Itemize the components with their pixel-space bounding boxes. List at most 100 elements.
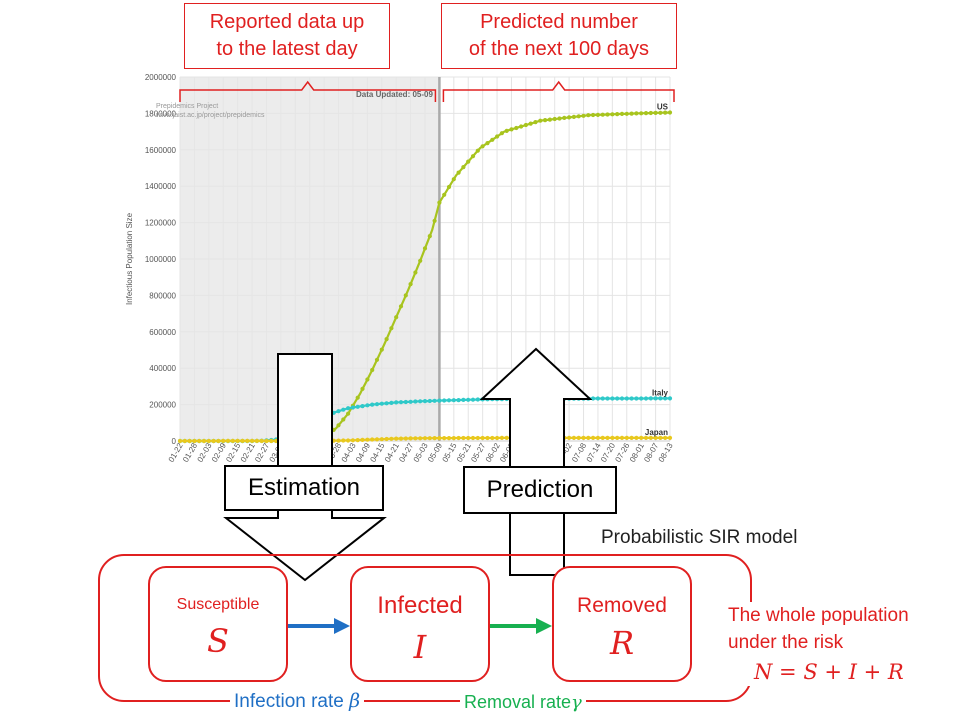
data-point (591, 396, 596, 401)
data-point (658, 435, 663, 440)
data-point (403, 436, 408, 441)
data-point (605, 435, 610, 440)
data-point (370, 437, 375, 442)
data-point (360, 404, 365, 409)
data-point (653, 435, 658, 440)
data-point (370, 402, 375, 407)
data-point (451, 177, 456, 182)
observed-bracket (179, 80, 437, 102)
data-point (576, 435, 581, 440)
watermark-line-2: www.jaist.ac.jp/project/prepidemics (155, 112, 265, 119)
data-point (466, 435, 471, 441)
data-point (667, 435, 673, 440)
data-point (394, 400, 399, 405)
y-tick-label: 1200000 (145, 219, 177, 228)
data-point (230, 438, 235, 443)
data-point (365, 437, 370, 442)
data-point (634, 435, 639, 440)
data-point (643, 435, 649, 440)
data-point (567, 435, 572, 440)
data-point (384, 401, 389, 406)
data-point (403, 399, 408, 405)
data-point (370, 367, 375, 373)
data-point (533, 120, 538, 125)
predicted-line-1: Predicted number (480, 11, 638, 33)
infected-label: Infected (377, 592, 463, 619)
y-tick-label: 2000000 (145, 73, 177, 82)
data-point (595, 396, 600, 401)
data-point (653, 396, 658, 401)
data-point (418, 436, 423, 441)
series-labels: US Italy Japan (645, 102, 669, 436)
data-point (567, 115, 572, 120)
data-point (374, 402, 380, 407)
data-point (571, 435, 576, 440)
data-point (581, 435, 586, 440)
data-point (595, 435, 600, 440)
data-point (667, 110, 673, 115)
data-point (360, 437, 365, 442)
data-point (201, 438, 207, 444)
data-point (557, 116, 562, 121)
data-point (398, 400, 404, 405)
data-point (437, 436, 442, 441)
y-axis-label: Infectious Population Size (125, 212, 134, 305)
data-point (346, 438, 351, 443)
data-point (389, 326, 394, 331)
data-point (422, 246, 428, 251)
data-point (663, 396, 668, 401)
data-point (562, 115, 567, 120)
data-point (442, 436, 447, 441)
data-point (389, 436, 394, 441)
data-point (456, 170, 461, 175)
data-point (495, 435, 500, 441)
data-point (624, 111, 629, 116)
prediction-arrow (480, 347, 592, 576)
y-tick-label: 1600000 (145, 146, 177, 155)
data-point (341, 417, 346, 422)
data-point (504, 128, 509, 133)
data-point (605, 396, 610, 401)
data-point (586, 435, 591, 440)
data-point (466, 397, 471, 402)
data-point (547, 117, 552, 122)
data-point (206, 438, 211, 444)
data-point (250, 438, 255, 443)
data-point (663, 110, 668, 115)
data-point (485, 435, 490, 441)
estimation-label: Estimation (224, 465, 384, 511)
data-point (379, 347, 384, 352)
data-point (336, 409, 341, 414)
data-point (543, 118, 548, 123)
data-point (422, 436, 428, 441)
population-line-1: The whole population (728, 605, 909, 626)
series-label-japan: Japan (645, 428, 668, 437)
data-point (461, 435, 466, 441)
data-point (394, 436, 399, 441)
data-point (634, 111, 639, 116)
data-point (619, 435, 625, 440)
data-point (499, 435, 504, 440)
data-point (475, 397, 480, 402)
model-title: Probabilistic SIR model (598, 527, 801, 549)
y-tick-label: 600000 (149, 328, 176, 337)
data-point (667, 396, 673, 401)
infection-chart: 0 200000 400000 600000 800000 1000000 1200000 1… (125, 73, 675, 464)
infection-rate-text: Infection rate (234, 691, 344, 712)
data-point (571, 114, 576, 119)
data-point (466, 159, 471, 164)
data-point (240, 438, 245, 443)
data-point (427, 398, 432, 404)
data-point (446, 436, 452, 441)
data-point (475, 435, 480, 441)
data-point (350, 405, 355, 410)
data-point (394, 315, 399, 320)
removed-label: Removed (577, 594, 667, 617)
data-point (432, 218, 437, 223)
data-point (336, 438, 341, 443)
data-point (403, 293, 408, 298)
reported-line-2: to the latest day (216, 38, 358, 60)
data-point (355, 438, 360, 443)
data-point (336, 423, 341, 428)
data-point (600, 435, 605, 440)
